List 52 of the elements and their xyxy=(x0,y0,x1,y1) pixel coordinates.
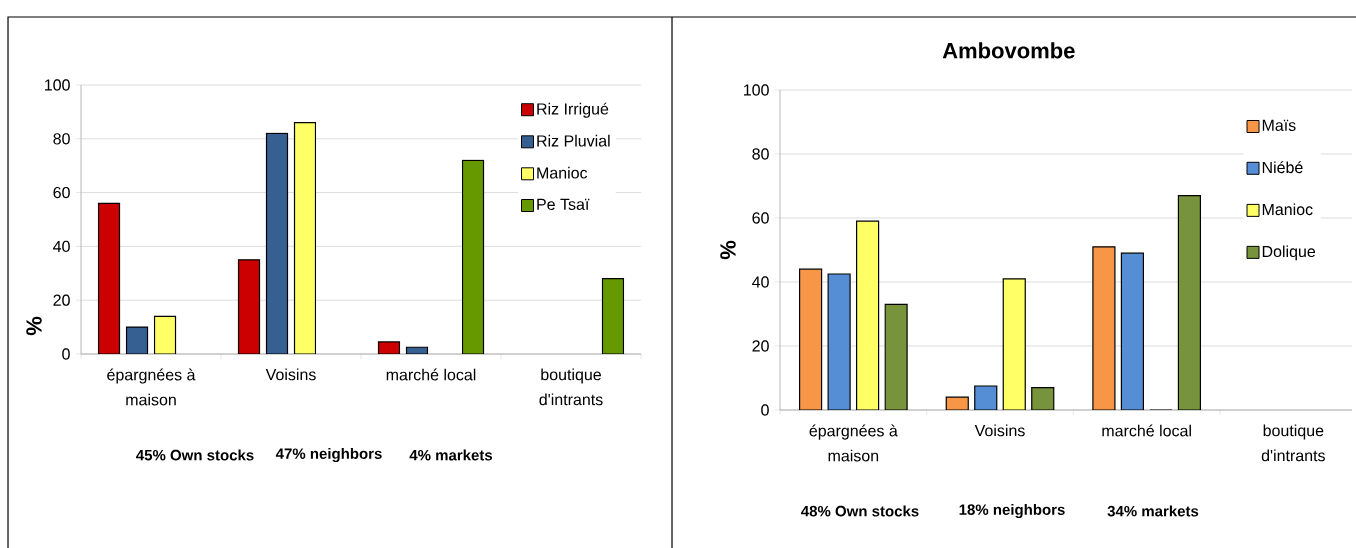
legend-label: Riz Irrigué xyxy=(537,102,609,118)
text: 48% Own stocks xyxy=(801,505,919,517)
bar xyxy=(601,278,625,354)
y-tick-label: 0 xyxy=(62,348,70,360)
y-tick-label: 40 xyxy=(53,240,70,253)
y-axis-title: % xyxy=(26,316,42,336)
bar xyxy=(237,259,261,354)
bar xyxy=(461,159,485,354)
x-tick-label: boutique d'intrants xyxy=(539,368,603,406)
bar xyxy=(827,273,851,410)
y-axis-title: % xyxy=(720,240,736,260)
bar xyxy=(1092,246,1116,410)
chart-title: Ambovombe xyxy=(942,42,1075,59)
x-tick-label: épargnées à maison xyxy=(809,424,898,462)
legend-label: Manioc xyxy=(1262,203,1313,216)
y-tick-label: 60 xyxy=(53,186,70,199)
y-tick-label: 100 xyxy=(744,84,769,96)
bar xyxy=(1002,278,1026,410)
y-tick-label: 80 xyxy=(752,148,769,160)
bar xyxy=(153,315,177,354)
y-tick-label: 100 xyxy=(45,79,70,91)
bar xyxy=(1120,252,1145,410)
bar xyxy=(1177,194,1202,410)
x-tick-label: épargnées à maison xyxy=(107,368,196,406)
y-tick-label: 0 xyxy=(761,404,769,416)
bar xyxy=(798,268,823,410)
text: 18% neighbors xyxy=(959,503,1065,519)
x-tick-label: Voisins xyxy=(974,424,1025,437)
text: 4% markets xyxy=(409,449,493,461)
bar xyxy=(97,202,121,354)
legend-label: Pe Tsaï xyxy=(537,198,590,210)
y-tick-label: 80 xyxy=(53,133,70,145)
x-tick-label: marché local xyxy=(1102,424,1191,437)
bar xyxy=(293,122,317,354)
legend-label: Riz Pluvial xyxy=(537,134,610,147)
y-tick-label: 60 xyxy=(752,212,769,224)
text: 45% Own stocks xyxy=(136,449,254,461)
y-tick-label: 20 xyxy=(53,294,70,306)
legend-label: Dolique xyxy=(1262,245,1316,261)
text: 47% neighbors xyxy=(275,447,382,463)
y-tick-label: 40 xyxy=(752,276,769,288)
x-tick-label: marché local xyxy=(386,368,476,381)
y-tick-label: 20 xyxy=(752,340,769,352)
legend-label: Manioc xyxy=(537,166,588,179)
legend-label: Niébé xyxy=(1262,161,1303,174)
bar xyxy=(884,303,908,410)
x-tick-label: Voisins xyxy=(265,368,316,381)
bar xyxy=(855,220,880,410)
legend-label: Maïs xyxy=(1262,119,1296,131)
text: 34% markets xyxy=(1107,505,1199,517)
bar xyxy=(265,132,289,354)
x-tick-label: boutique d'intrants xyxy=(1261,424,1325,462)
